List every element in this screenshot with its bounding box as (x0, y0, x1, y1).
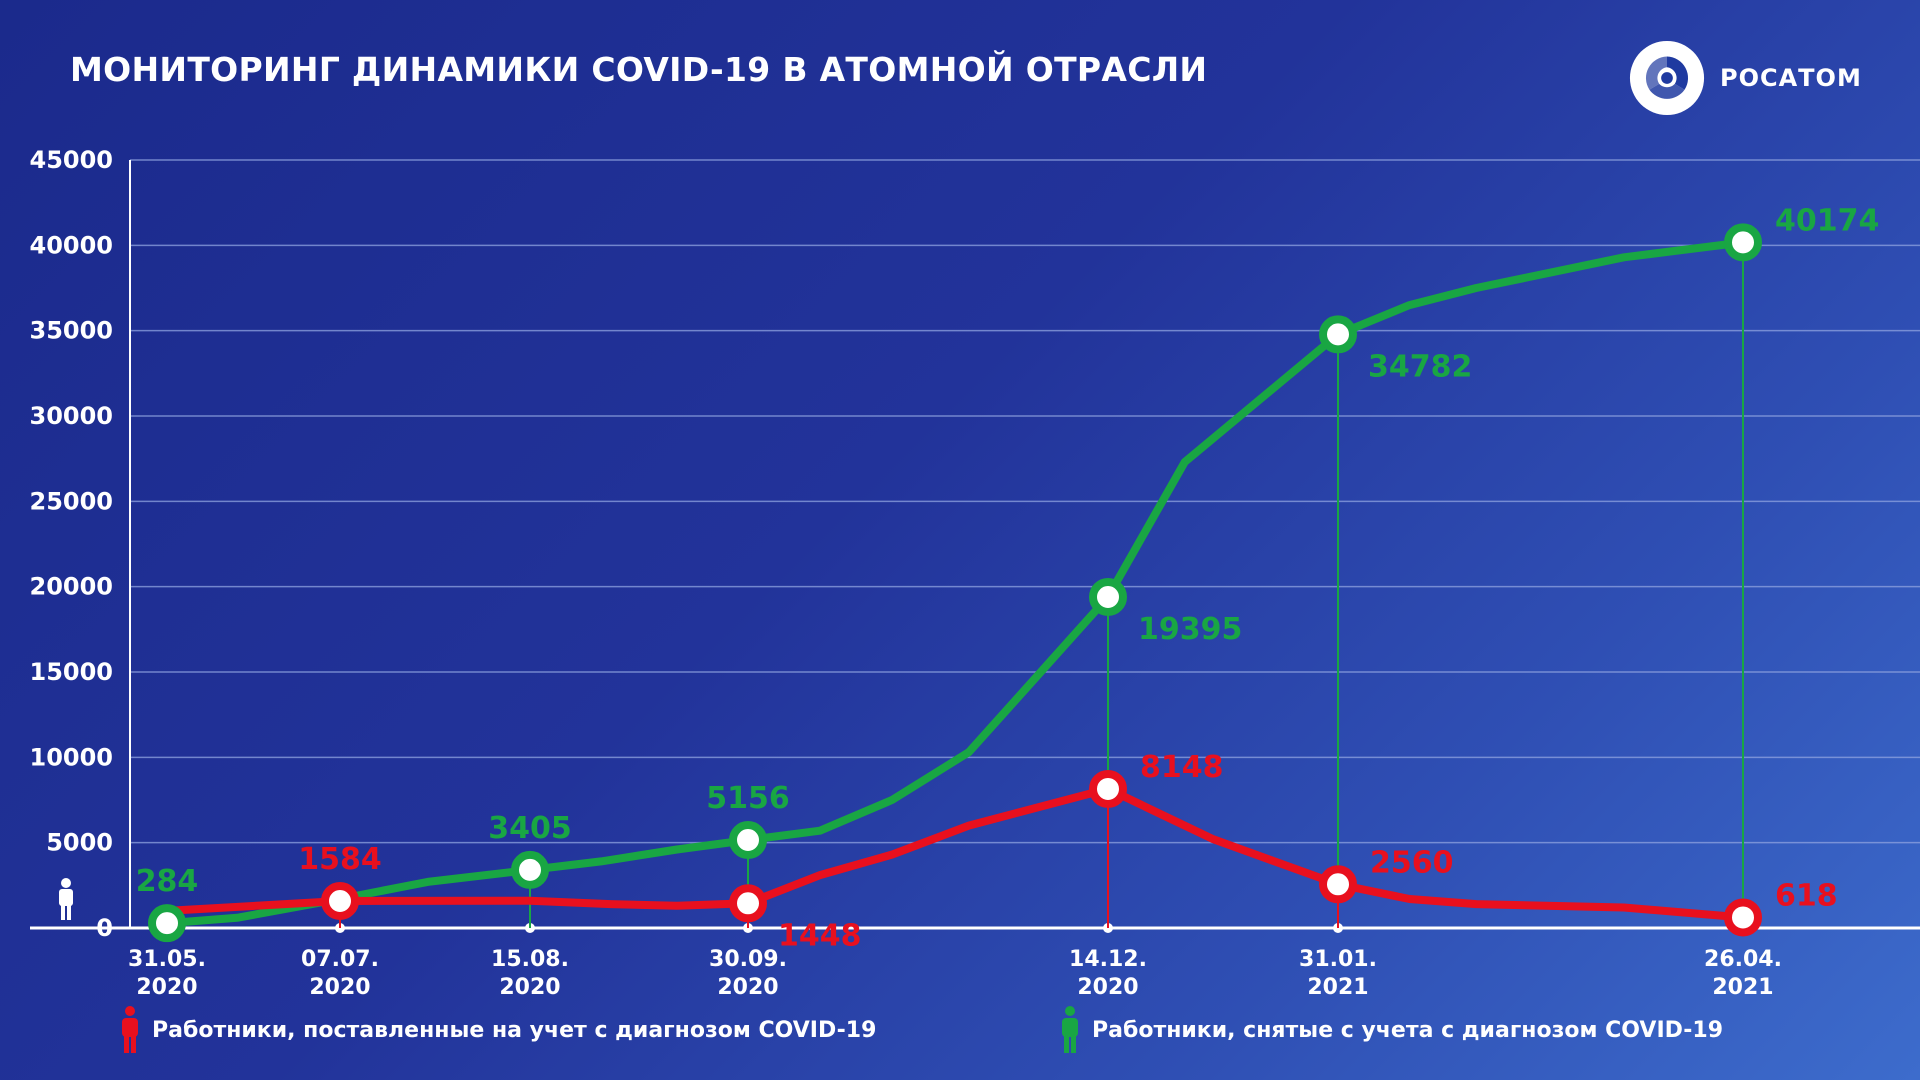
registered-data-label: 1448 (778, 918, 862, 953)
registered-data-label: 2560 (1370, 845, 1454, 880)
legend-item-registered: Работники, поставленные на учет с диагно… (118, 1005, 876, 1055)
x-tick-label: 2020 (136, 975, 197, 1000)
x-tick-label: 2020 (309, 975, 370, 1000)
y-tick-label: 10000 (30, 743, 114, 771)
x-tick-label: 2020 (1077, 975, 1138, 1000)
x-tick-label: 15.08. (491, 947, 569, 972)
x-tick-label: 2020 (499, 975, 560, 1000)
logo-text: РОСАТОМ (1720, 64, 1862, 92)
deregistered-data-label: 19395 (1138, 612, 1242, 647)
deregistered-marker (511, 850, 549, 889)
registered-marker (729, 884, 767, 923)
chart-title: МОНИТОРИНГ ДИНАМИКИ COVID-19 В АТОМНОЙ О… (70, 50, 1208, 89)
x-tick-label: 26.04. (1704, 947, 1782, 972)
registered-data-label: 618 (1775, 878, 1838, 913)
registered-marker (321, 881, 359, 920)
legend-label-deregistered: Работники, снятые с учета с диагнозом CO… (1092, 1017, 1724, 1043)
registered-series-line (163, 784, 1747, 922)
deregistered-data-label: 40174 (1775, 203, 1879, 238)
y-tick-label: 5000 (46, 829, 113, 857)
person-red-icon (122, 1006, 138, 1053)
y-tick-label: 20000 (30, 573, 114, 601)
brand-logo: РОСАТОМ (1628, 38, 1868, 118)
deregistered-marker (729, 821, 767, 860)
deregistered-marker (1724, 223, 1762, 262)
x-tick-label: 14.12. (1069, 947, 1147, 972)
deregistered-marker (1089, 577, 1127, 616)
deregistered-data-label: 3405 (488, 811, 572, 846)
registered-data-label: 8148 (1140, 750, 1224, 785)
deregistered-series-line (163, 238, 1747, 928)
x-tick-label: 07.07. (301, 947, 379, 972)
legend-item-deregistered: Работники, снятые с учета с диагнозом CO… (1058, 1005, 1723, 1055)
x-tick-label: 2020 (717, 975, 778, 1000)
y-tick-label: 35000 (30, 317, 114, 345)
rosatom-atom-logo-icon (1629, 40, 1705, 116)
x-tick-label: 2021 (1712, 975, 1773, 1000)
y-tick-label: 30000 (30, 402, 114, 430)
legend-label-registered: Работники, поставленные на учет с диагно… (152, 1017, 877, 1043)
registered-data-label: 1584 (298, 842, 382, 877)
y-tick-label: 25000 (30, 487, 114, 515)
person-green-icon (1062, 1006, 1078, 1053)
y-tick-label: 15000 (30, 658, 114, 686)
x-tick-label: 31.05. (128, 947, 206, 972)
x-tick-label: 2021 (1307, 975, 1368, 1000)
registered-marker (1089, 769, 1127, 808)
person-white-icon (59, 878, 73, 920)
registered-marker (1319, 865, 1357, 904)
y-tick-label: 40000 (30, 231, 114, 259)
registered-marker (1724, 898, 1762, 937)
x-tick-label: 30.09. (709, 947, 787, 972)
deregistered-marker (1319, 315, 1357, 354)
y-tick-label: 45000 (30, 146, 114, 174)
deregistered-data-label: 284 (136, 864, 199, 899)
x-tick-label: 31.01. (1299, 947, 1377, 972)
deregistered-data-label: 34782 (1368, 349, 1472, 384)
deregistered-data-label: 5156 (706, 781, 790, 816)
deregistered-marker (148, 904, 186, 943)
